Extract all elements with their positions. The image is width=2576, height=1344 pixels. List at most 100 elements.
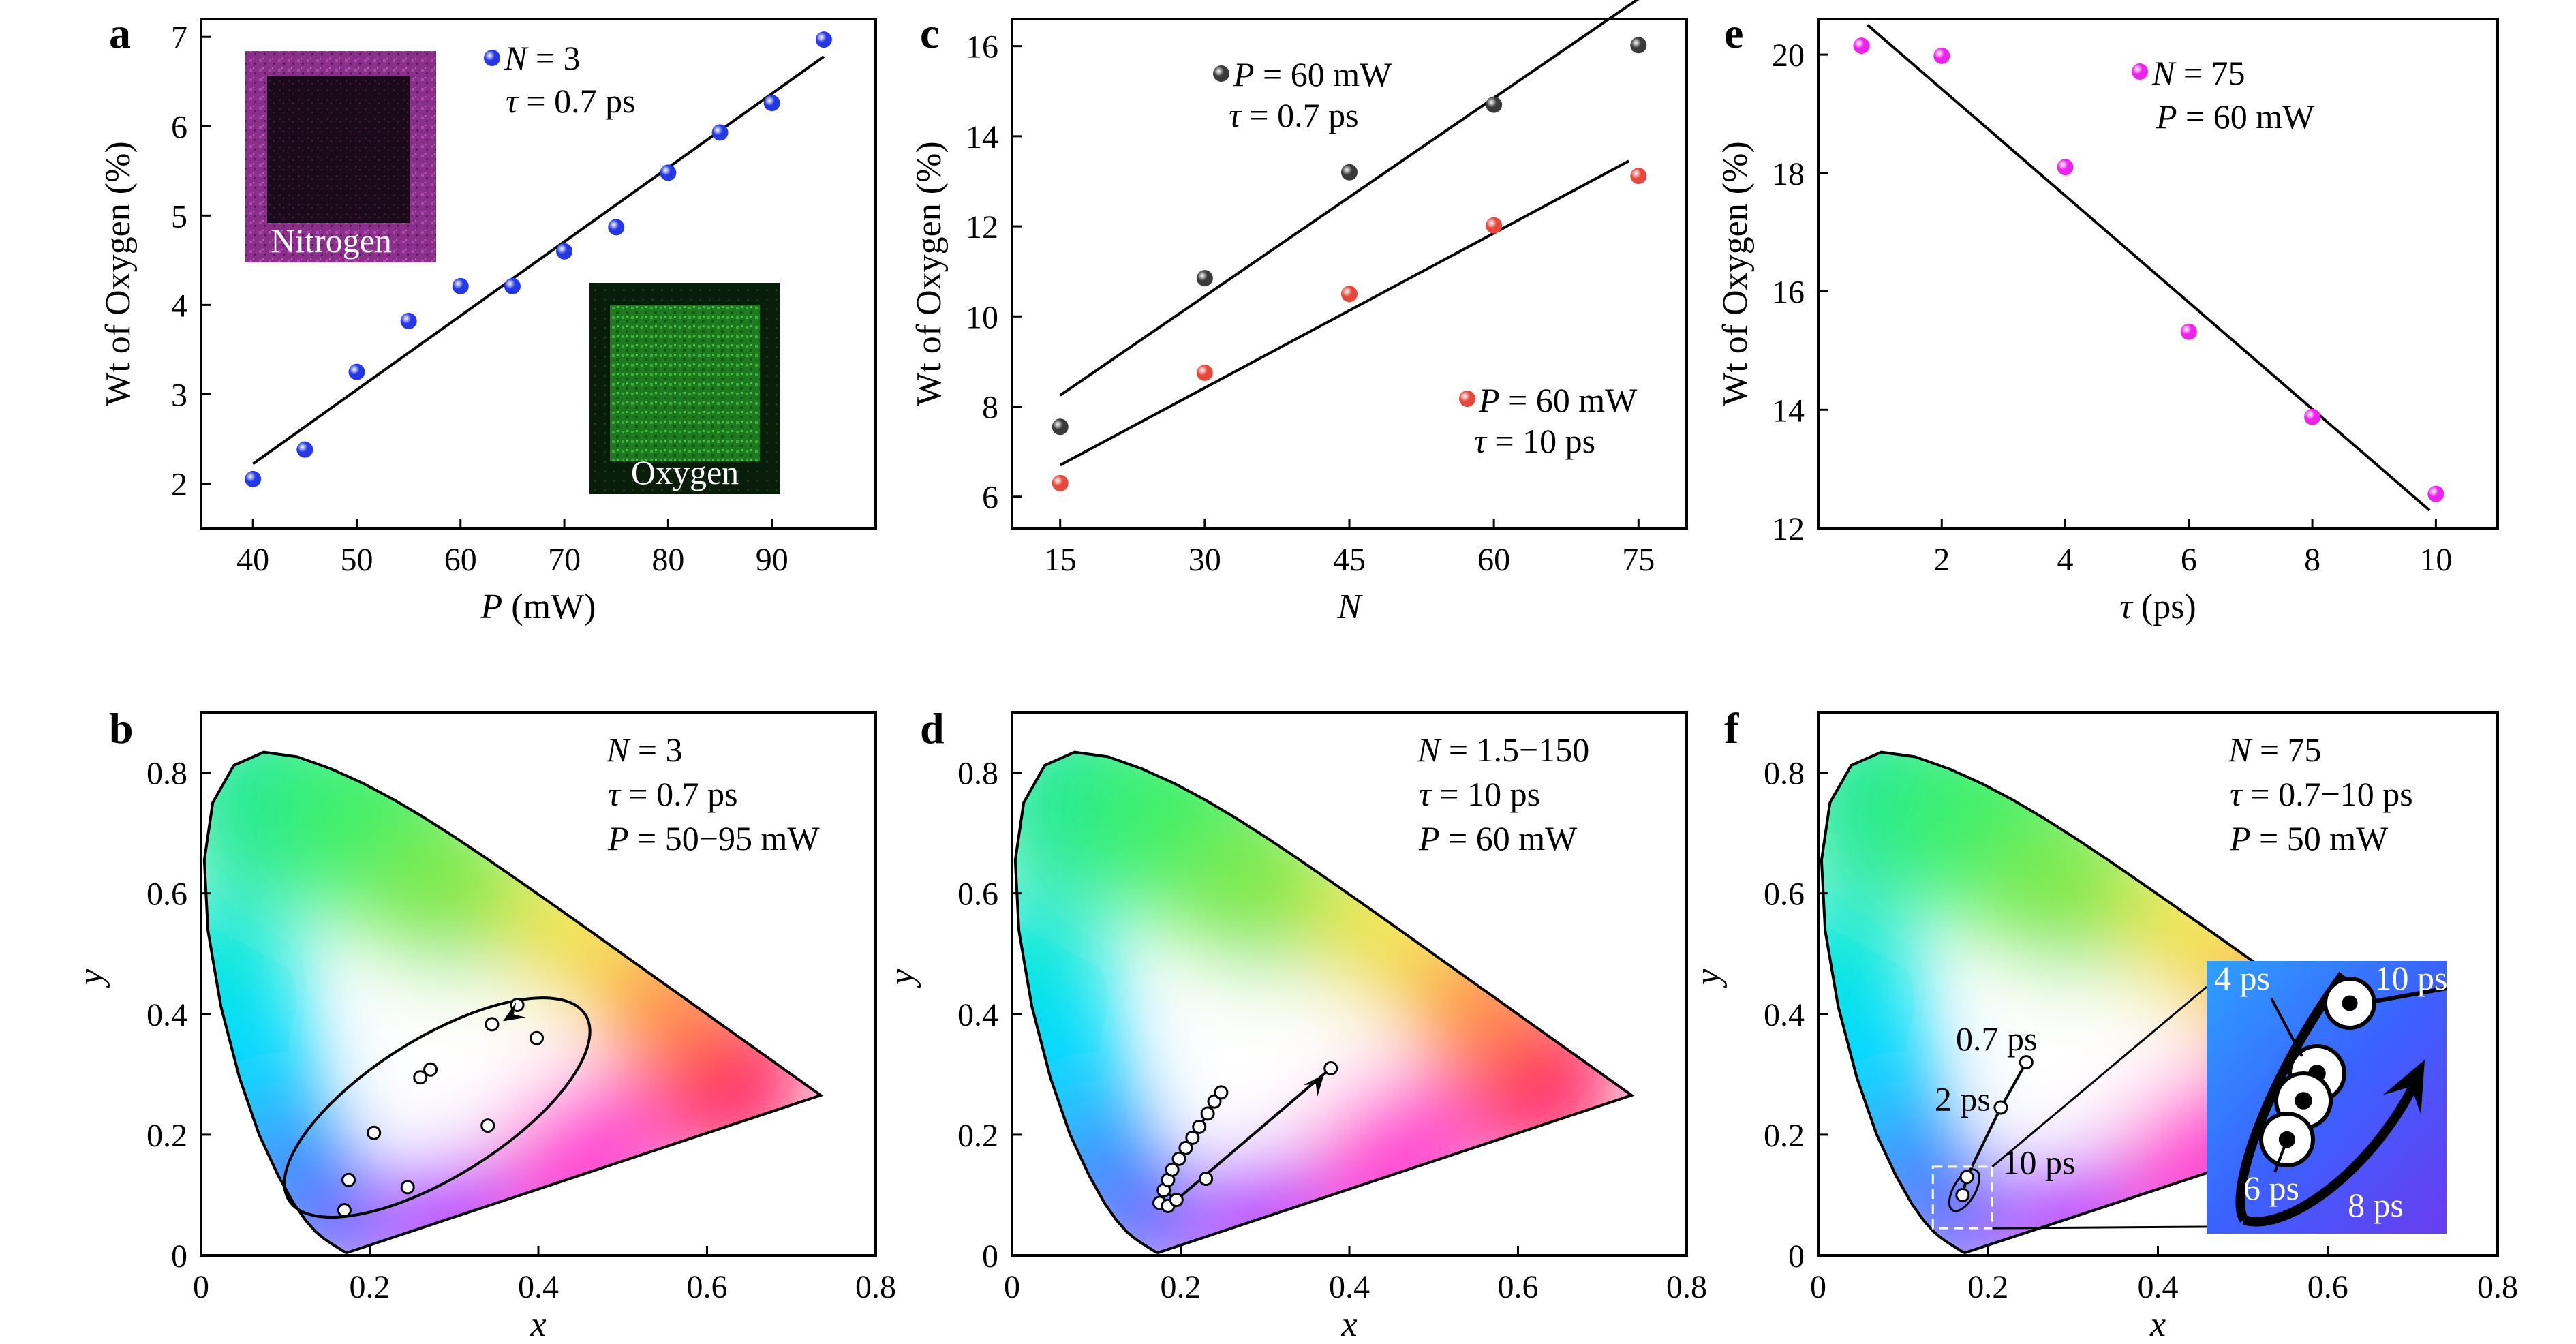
data-point (1052, 474, 1069, 491)
data-point (1959, 1170, 1974, 1185)
x-tick-label: 8 (2304, 542, 2320, 578)
data-point (1169, 1193, 1184, 1208)
data-point (711, 124, 729, 141)
x-tick-label: 0 (193, 1269, 209, 1305)
trajectory-small-loop (1948, 1168, 1980, 1212)
series-0 (245, 31, 832, 487)
inset-data-point-core (2342, 995, 2358, 1011)
y-tick-label: 0 (171, 1238, 187, 1274)
data-point (1933, 47, 1950, 64)
x-tick-label: 15 (1044, 542, 1077, 578)
data-point (1171, 1151, 1186, 1166)
series-red-label-line2: τ = 10 ps (1474, 422, 1595, 460)
data-point (245, 470, 262, 487)
annotation-line2: P = 60 mW (2156, 97, 2315, 136)
spectral-locus (1013, 750, 1635, 1254)
data-point (452, 277, 469, 294)
inset-label-4ps: 4 ps (2214, 959, 2270, 997)
x-tick-label: 75 (1622, 542, 1655, 578)
data-point (485, 1017, 500, 1032)
annotation-line1: N = 3 (606, 731, 683, 769)
panel-letter-c: c (920, 9, 939, 57)
x-tick-label: 40 (236, 542, 269, 578)
y-tick-label: 12 (966, 209, 998, 245)
oxygen-map-bright-region (610, 305, 760, 461)
x-tick-label: 0.4 (518, 1269, 559, 1305)
x-tick-label: 70 (548, 542, 581, 578)
inset-pointer-6ps (2273, 1144, 2286, 1173)
gamut-color-blob (1903, 1174, 2006, 1253)
annotation-line3: P = 50 mW (2229, 819, 2389, 857)
data-point (1199, 1172, 1214, 1187)
inset-label-6ps: 6 ps (2243, 1169, 2299, 1207)
x-tick-label: 4 (2057, 542, 2074, 578)
inset-label-10ps: 10 ps (2375, 959, 2448, 997)
data-point (1052, 418, 1069, 436)
fit-line (251, 55, 825, 465)
x-tick-label: 0.4 (1329, 1269, 1370, 1305)
zoom-inset: 4 ps 10 ps 6 ps 8 ps (2207, 959, 2447, 1234)
data-point (337, 1203, 352, 1218)
y-tick-label: 10 (966, 299, 998, 335)
x-tick-label: 2 (1933, 542, 1950, 578)
data-point (1486, 96, 1503, 113)
gamut-color-blob (1197, 966, 1366, 1135)
data-point (1323, 1060, 1338, 1075)
y-tick-label: 0 (982, 1238, 998, 1274)
y-tick-label: 0.2 (147, 1118, 187, 1154)
series-red-label-line1: P = 60 mW (1478, 381, 1638, 419)
x-axis-label: N (1337, 587, 1364, 626)
series-black-label-line1: P = 60 mW (1233, 55, 1392, 93)
data-point (2019, 1055, 2034, 1070)
legend-marker-red (1459, 391, 1475, 407)
inset-arrow-head (2382, 1060, 2425, 1114)
data-point (1196, 364, 1213, 381)
data-point (2180, 323, 2197, 340)
series-1 (1052, 159, 1647, 491)
gamut-color-blob (386, 966, 555, 1135)
x-tick-label: 0 (1004, 1269, 1020, 1305)
arrow-head (1303, 1074, 1324, 1097)
y-axis-label: y (72, 968, 110, 988)
x-axis-label: x (1340, 1305, 1357, 1344)
data-point (423, 1062, 438, 1077)
data-point (400, 312, 417, 329)
inset-data-point-core (2295, 1092, 2312, 1110)
data-point (504, 277, 521, 294)
y-axis-label: y (883, 968, 921, 988)
y-tick-label: 18 (1772, 156, 1805, 192)
x-tick-label: 50 (340, 542, 373, 578)
y-tick-label: 0.6 (147, 876, 187, 913)
y-tick-label: 6 (982, 480, 998, 516)
panel-a: a 40 50 60 70 80 90 2 3 4 5 6 7 P (mW) Wt of Oxygen (%… (99, 9, 877, 626)
y-axis-label: y (1689, 968, 1728, 988)
y-tick-label: 0.8 (147, 756, 187, 792)
data-point (1630, 37, 1647, 54)
series-0 (1052, 0, 1647, 436)
y-tick-label: 20 (1772, 37, 1805, 74)
data-point (2057, 159, 2074, 176)
data-point (1196, 270, 1213, 287)
panel-letter-b: b (109, 704, 134, 752)
x-tick-label: 0.2 (1161, 1269, 1201, 1305)
annotation-line2: τ = 0.7−10 ps (2230, 775, 2413, 813)
fit-line (1867, 24, 2431, 512)
data-point (530, 1030, 545, 1045)
arrow-head (503, 1002, 526, 1022)
data-point (1185, 1130, 1200, 1145)
y-axis-label: Wt of Oxygen (%) (1716, 141, 1755, 406)
y-tick-label: 3 (171, 377, 187, 413)
y-tick-label: 4 (171, 288, 187, 324)
series-black-label-line2: τ = 0.7 ps (1229, 96, 1359, 134)
y-tick-label: 16 (1772, 275, 1805, 311)
nitrogen-map-dark-region (267, 76, 410, 223)
annotation-line1: N = 3 (504, 39, 581, 77)
x-tick-label: 0.2 (1967, 1269, 2008, 1305)
panel-c: c 15 30 45 60 75 6 8 10 12 14 16 N Wt of Oxygen (%) P … (910, 0, 1688, 626)
data-point (2427, 485, 2444, 502)
annotation-line1: N = 75 (2151, 54, 2245, 92)
trajectory-line (1961, 1061, 2028, 1195)
y-tick-label: 0.2 (1764, 1118, 1805, 1154)
x-tick-label: 6 (2181, 542, 2197, 578)
